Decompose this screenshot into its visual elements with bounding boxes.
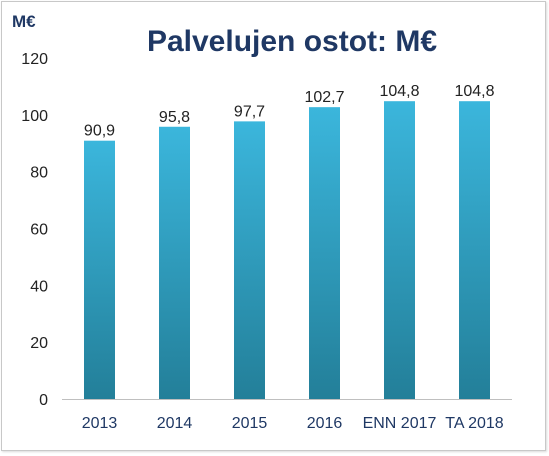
x-tick-label: TA 2018 [445, 415, 504, 432]
data-label: 97,7 [234, 103, 265, 120]
y-tick-label: 40 [30, 278, 48, 295]
data-label: 104,8 [454, 83, 494, 100]
y-tick-label: 120 [21, 51, 48, 68]
chart-title: Palvelujen ostot: M€ [147, 25, 437, 58]
x-tick-label: ENN 2017 [363, 415, 437, 432]
data-label: 104,8 [379, 83, 419, 100]
bar [84, 140, 115, 399]
chart-frame: Palvelujen ostot: M€ M€ 0 20 40 60 80 100 120 … [1, 1, 546, 451]
bar [384, 101, 415, 400]
y-tick-label: 80 [30, 165, 48, 182]
bar [459, 101, 490, 400]
bar [309, 107, 340, 400]
data-label: 90,9 [84, 123, 115, 140]
y-tick-label: 100 [21, 108, 48, 125]
bar [159, 126, 190, 399]
x-tick-label: 2015 [232, 415, 268, 432]
y-tick-label: 0 [39, 392, 48, 409]
data-label: 95,8 [159, 109, 190, 126]
y-axis-unit-label: M€ [12, 12, 36, 31]
bar [234, 121, 265, 399]
x-tick-label: 2014 [157, 415, 193, 432]
x-tick-label: 2016 [307, 415, 343, 432]
data-label: 102,7 [304, 89, 344, 106]
y-tick-label: 60 [30, 222, 48, 239]
y-tick-label: 20 [30, 335, 48, 352]
x-tick-label: 2013 [82, 415, 118, 432]
